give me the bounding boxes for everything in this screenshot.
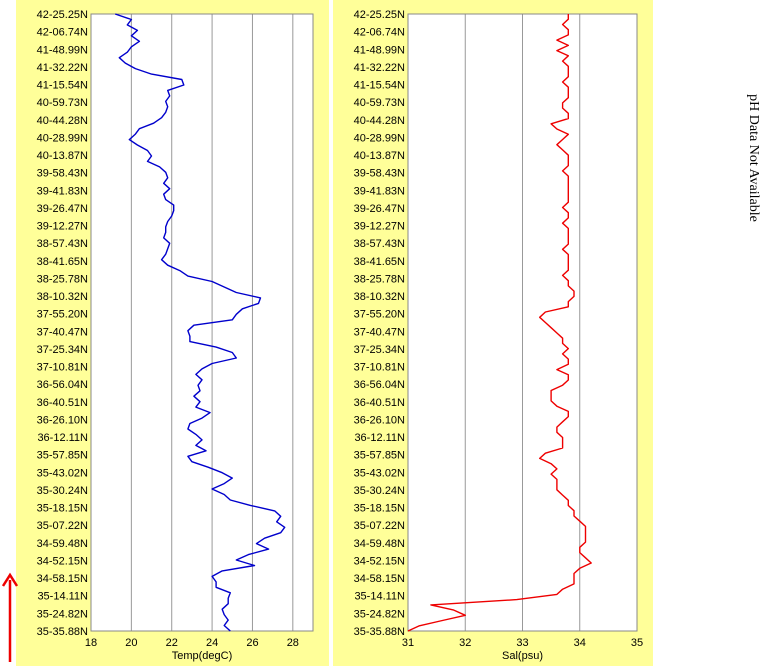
- latitude-label: 40-59.73N: [354, 97, 405, 109]
- latitude-label: 35-43.02N: [37, 467, 88, 479]
- latitude-label: 40-44.28N: [354, 115, 405, 127]
- latitude-label: 41-48.99N: [37, 44, 88, 56]
- latitude-label: 39-12.27N: [37, 221, 88, 233]
- temperature-chart: 18 20 22 24 26 28 42-25.25N 42-06.74N 41-48.99N 4…: [37, 9, 314, 662]
- latitude-label: 34-59.48N: [354, 538, 405, 550]
- x-tick-label: 34: [574, 637, 586, 649]
- latitude-label: 38-41.65N: [37, 256, 88, 268]
- latitude-label: 37-10.81N: [354, 362, 405, 374]
- x-tick-label: 31: [402, 637, 414, 649]
- latitude-label: 34-52.15N: [354, 555, 405, 567]
- latitude-label: 35-18.15N: [37, 503, 88, 515]
- latitude-label: 39-41.83N: [37, 185, 88, 197]
- latitude-label: 38-10.32N: [354, 291, 405, 303]
- latitude-label: 39-26.47N: [354, 203, 405, 215]
- latitude-label: 42-25.25N: [354, 9, 405, 21]
- latitude-label: 41-32.22N: [37, 62, 88, 74]
- latitude-label: 38-57.43N: [37, 238, 88, 250]
- latitude-label: 37-10.81N: [37, 362, 88, 374]
- latitude-label: 36-26.10N: [37, 414, 88, 426]
- latitude-label: 40-44.28N: [37, 115, 88, 127]
- series-line: [407, 14, 592, 632]
- latitude-label: 41-15.54N: [37, 80, 88, 92]
- latitude-label: 41-32.22N: [354, 62, 405, 74]
- latitude-label: 36-40.51N: [37, 397, 88, 409]
- latitude-label: 37-55.20N: [354, 309, 405, 321]
- latitude-label: 35-30.24N: [37, 485, 88, 497]
- temperature-panel: 18 20 22 24 26 28 42-25.25N 42-06.74N 41-48.99N 4…: [16, 0, 329, 666]
- latitude-label: 40-13.87N: [37, 150, 88, 162]
- x-axis-title: Sal(psu): [502, 650, 543, 662]
- latitude-label: 39-41.83N: [354, 185, 405, 197]
- latitude-label: 35-18.15N: [354, 503, 405, 515]
- plot-frame: [90, 13, 314, 632]
- latitude-label: 35-24.82N: [37, 608, 88, 620]
- direction-arrow-icon: [1, 572, 19, 662]
- latitude-label: 40-28.99N: [37, 132, 88, 144]
- x-tick-label: 28: [287, 637, 299, 649]
- series-line: [114, 13, 286, 632]
- latitude-label: 34-52.15N: [37, 555, 88, 567]
- latitude-label: 42-06.74N: [37, 27, 88, 39]
- latitude-label: 41-48.99N: [354, 44, 405, 56]
- latitude-label: 36-26.10N: [354, 414, 405, 426]
- x-tick-label: 35: [631, 637, 643, 649]
- latitude-label: 35-30.24N: [354, 485, 405, 497]
- latitude-label: 37-40.47N: [37, 326, 88, 338]
- latitude-label: 39-12.27N: [354, 221, 405, 233]
- x-tick-label: 26: [246, 637, 258, 649]
- latitude-label: 41-15.54N: [354, 80, 405, 92]
- latitude-label: 36-12.11N: [37, 432, 88, 444]
- x-tick-label: 20: [125, 637, 137, 649]
- latitude-label: 34-58.15N: [37, 573, 88, 585]
- latitude-label: 35-57.85N: [354, 450, 405, 462]
- latitude-label: 37-25.34N: [37, 344, 88, 356]
- latitude-label: 42-25.25N: [37, 9, 88, 21]
- latitude-label: 36-56.04N: [354, 379, 405, 391]
- latitude-label: 40-59.73N: [37, 97, 88, 109]
- ph-unavailable-note: pH Data Not Available: [746, 94, 761, 222]
- plot-area: [91, 14, 313, 631]
- salinity-chart: 31 32 33 34 35 42-25.25N 42-06.74N 41-48.99N 41-…: [354, 9, 644, 662]
- latitude-label: 36-40.51N: [354, 397, 405, 409]
- latitude-label: 38-25.78N: [37, 273, 88, 285]
- latitude-label: 38-25.78N: [354, 273, 405, 285]
- latitude-label: 34-59.48N: [37, 538, 88, 550]
- plot-frame: [407, 13, 638, 632]
- latitude-label: 35-14.11N: [37, 591, 88, 603]
- latitude-label: 39-58.43N: [354, 168, 405, 180]
- latitude-label: 35-35.88N: [354, 626, 405, 638]
- latitude-label: 40-13.87N: [354, 150, 405, 162]
- latitude-label: 35-24.82N: [354, 608, 405, 620]
- x-axis-title: Temp(degC): [172, 650, 233, 662]
- latitude-label: 35-35.88N: [37, 626, 88, 638]
- x-tick-label: 24: [206, 637, 218, 649]
- latitude-label: 39-26.47N: [37, 203, 88, 215]
- latitude-label: 40-28.99N: [354, 132, 405, 144]
- x-tick-label: 32: [459, 637, 471, 649]
- x-tick-label: 33: [516, 637, 528, 649]
- latitude-label: 36-56.04N: [37, 379, 88, 391]
- latitude-label: 36-12.11N: [354, 432, 405, 444]
- latitude-label: 37-55.20N: [37, 309, 88, 321]
- latitude-label: 35-57.85N: [37, 450, 88, 462]
- latitude-label: 38-10.32N: [37, 291, 88, 303]
- latitude-label: 35-07.22N: [37, 520, 88, 532]
- latitude-label: 35-07.22N: [354, 520, 405, 532]
- latitude-label: 35-14.11N: [354, 591, 405, 603]
- latitude-label: 39-58.43N: [37, 168, 88, 180]
- latitude-label: 37-25.34N: [354, 344, 405, 356]
- x-tick-label: 22: [166, 637, 178, 649]
- latitude-label: 38-41.65N: [354, 256, 405, 268]
- latitude-label: 38-57.43N: [354, 238, 405, 250]
- latitude-label: 37-40.47N: [354, 326, 405, 338]
- latitude-label: 35-43.02N: [354, 467, 405, 479]
- salinity-panel: 31 32 33 34 35 42-25.25N 42-06.74N 41-48.99N 41-…: [333, 0, 653, 666]
- latitude-label: 42-06.74N: [354, 27, 405, 39]
- latitude-label: 34-58.15N: [354, 573, 405, 585]
- x-tick-label: 18: [85, 637, 97, 649]
